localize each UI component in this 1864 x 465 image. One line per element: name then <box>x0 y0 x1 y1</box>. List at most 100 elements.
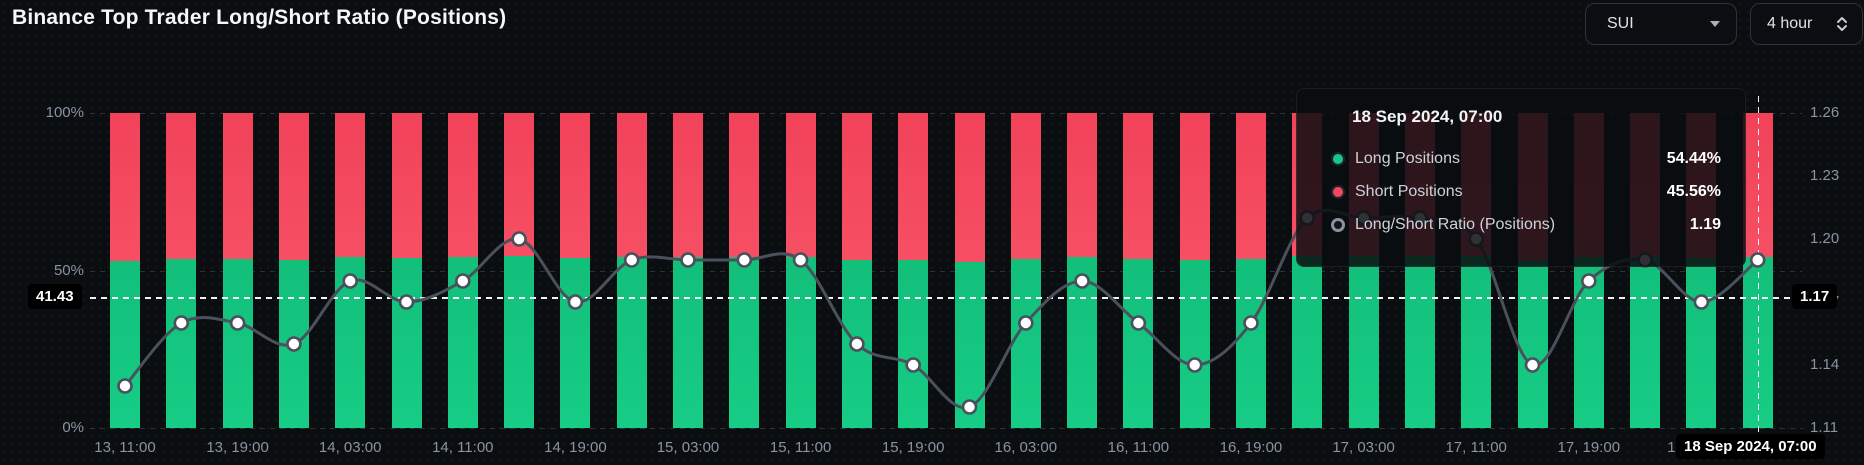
ratio-line-point[interactable] <box>286 336 302 352</box>
ratio-line-point[interactable] <box>623 252 640 268</box>
ratio-line-point[interactable] <box>1524 357 1541 373</box>
x-axis-label: 16, 03:00 <box>994 439 1058 456</box>
interval-select[interactable]: 4 hour <box>1750 3 1863 45</box>
x-axis-label: 13, 11:00 <box>94 439 156 456</box>
long-positions-bar[interactable] <box>1123 258 1154 428</box>
ratio-line-point[interactable] <box>173 315 190 331</box>
long-positions-bar[interactable] <box>1404 255 1435 428</box>
short-positions-bar[interactable] <box>954 113 985 262</box>
short-positions-bar[interactable] <box>898 113 929 261</box>
long-positions-bar[interactable] <box>1630 256 1661 428</box>
short-positions-bar[interactable] <box>278 113 309 260</box>
ratio-line-point[interactable] <box>680 252 696 268</box>
symbol-select-value: SUI <box>1607 15 1634 32</box>
ratio-line-point[interactable] <box>454 273 471 289</box>
x-axis-label: 15, 19:00 <box>881 439 945 456</box>
gridline-horizontal <box>90 428 1802 429</box>
long-positions-bar[interactable] <box>1236 258 1266 428</box>
long-positions-bar[interactable] <box>616 256 647 428</box>
long-positions-bar[interactable] <box>1348 255 1379 428</box>
short-positions-bar[interactable] <box>1067 113 1098 258</box>
y-axis-label-left: 100% <box>45 104 84 121</box>
long-positions-bar[interactable] <box>391 258 422 428</box>
long-positions-bar[interactable] <box>673 256 703 428</box>
crosshair-right-axis-label: 1.17 <box>1792 284 1838 310</box>
long-positions-dot-icon <box>1331 151 1345 166</box>
long-positions-bar[interactable] <box>1292 255 1323 428</box>
y-axis-label-right: 1.23 <box>1810 167 1840 184</box>
short-positions-bar[interactable] <box>1010 113 1041 259</box>
short-positions-bar[interactable] <box>729 113 760 257</box>
long-positions-bar[interactable] <box>1461 256 1492 428</box>
interval-select-value: 4 hour <box>1767 15 1813 32</box>
ratio-line-point[interactable] <box>961 399 978 415</box>
short-positions-bar[interactable] <box>785 113 816 257</box>
ratio-line-point[interactable] <box>398 294 415 310</box>
short-positions-bar[interactable] <box>110 113 140 261</box>
long-positions-bar[interactable] <box>1517 260 1548 428</box>
x-axis-label: 16, 19:00 <box>1219 439 1283 456</box>
ratio-line-point[interactable] <box>511 231 527 247</box>
ratio-line-point[interactable] <box>1130 315 1147 331</box>
tooltip-value: 1.19 <box>1689 215 1721 233</box>
short-positions-bar[interactable] <box>673 113 703 257</box>
long-positions-bar[interactable] <box>222 258 253 428</box>
tooltip-value: 45.56% <box>1666 182 1721 200</box>
tooltip-row-long: Long Positions 54.44% <box>1331 142 1721 175</box>
ratio-line-point[interactable] <box>849 336 865 352</box>
short-positions-bar[interactable] <box>335 113 366 258</box>
long-positions-bar[interactable] <box>1686 258 1717 428</box>
long-positions-bar[interactable] <box>729 256 760 428</box>
ratio-line-point[interactable] <box>792 252 809 268</box>
long-positions-bar[interactable] <box>785 256 816 428</box>
short-positions-bar[interactable] <box>166 113 197 259</box>
ratio-line-point[interactable] <box>1581 273 1597 289</box>
long-positions-bar[interactable] <box>504 256 535 428</box>
ratio-line-point[interactable] <box>1074 273 1090 289</box>
x-axis-label: 14, 11:00 <box>432 439 494 456</box>
chevron-down-icon <box>1710 21 1720 27</box>
x-axis-label: 1 <box>1667 439 1676 456</box>
short-positions-bar[interactable] <box>1236 113 1266 259</box>
tooltip-row-short: Short Positions 45.56% <box>1331 175 1721 208</box>
ratio-line-point[interactable] <box>1749 252 1766 268</box>
crosshair-horizontal-line <box>90 297 1802 300</box>
ratio-line-point[interactable] <box>117 378 133 394</box>
long-positions-bar[interactable] <box>898 260 929 428</box>
tooltip-row-ratio: Long/Short Ratio (Positions) 1.19 <box>1331 208 1721 241</box>
tooltip-label: Short Positions <box>1355 182 1463 200</box>
ratio-line-point[interactable] <box>1186 357 1203 373</box>
symbol-select[interactable]: SUI <box>1585 3 1737 45</box>
y-axis-label-left: 0% <box>62 419 84 436</box>
short-positions-bar[interactable] <box>560 113 591 259</box>
short-positions-bar[interactable] <box>447 113 478 258</box>
short-positions-bar[interactable] <box>616 113 647 257</box>
long-positions-bar[interactable] <box>1010 258 1041 428</box>
tooltip-value: 54.44% <box>1666 149 1721 167</box>
short-positions-bar[interactable] <box>1179 113 1210 261</box>
long-positions-bar[interactable] <box>110 260 140 428</box>
short-positions-bar[interactable] <box>222 113 253 259</box>
y-axis-label-right: 1.14 <box>1810 356 1840 373</box>
short-positions-bar[interactable] <box>841 113 872 260</box>
x-axis-label: 14, 03:00 <box>318 439 382 456</box>
ratio-line-point[interactable] <box>567 294 584 310</box>
ratio-line-point[interactable] <box>736 252 753 268</box>
ratio-line-point[interactable] <box>1018 315 1034 331</box>
y-axis-label-right: 1.20 <box>1810 230 1840 247</box>
short-positions-bar[interactable] <box>1123 113 1154 259</box>
page-title: Binance Top Trader Long/Short Ratio (Pos… <box>12 6 507 29</box>
ratio-line-point[interactable] <box>1693 294 1710 310</box>
x-axis-label: 13, 19:00 <box>206 439 269 456</box>
short-positions-bar[interactable] <box>391 113 422 259</box>
long-positions-bar[interactable] <box>166 258 197 428</box>
long-positions-bar[interactable] <box>560 258 591 428</box>
ratio-line-point[interactable] <box>229 315 246 331</box>
ratio-line-point[interactable] <box>1243 315 1259 331</box>
long-short-ratio-ring-icon <box>1331 217 1345 232</box>
tooltip-label: Long/Short Ratio (Positions) <box>1355 215 1556 233</box>
y-axis-label-right: 1.26 <box>1810 104 1840 121</box>
ratio-line-point[interactable] <box>905 357 922 373</box>
long-positions-bar[interactable] <box>1179 260 1210 428</box>
ratio-line-point[interactable] <box>342 273 359 289</box>
